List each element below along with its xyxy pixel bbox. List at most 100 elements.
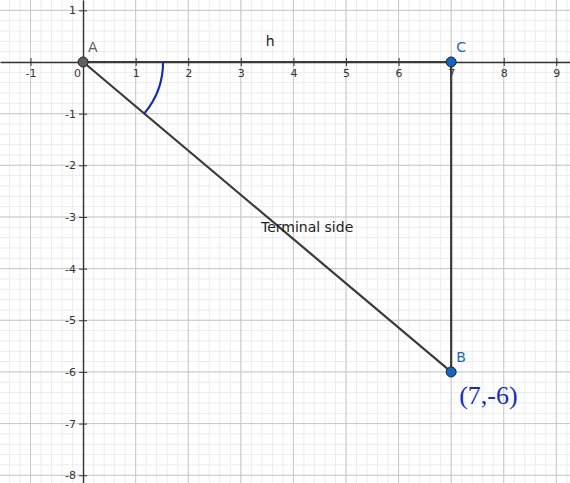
minor-grid-line xyxy=(0,51,570,52)
minor-grid-line xyxy=(0,351,570,352)
grid-line xyxy=(0,268,570,269)
minor-grid-line xyxy=(0,268,570,269)
y-tick-label: -8 xyxy=(65,469,76,482)
minor-grid-line xyxy=(0,258,570,259)
x-tick-label: 6 xyxy=(396,67,403,80)
chart: -10123456789-8-7-6-5-4-3-2-11ACBhTermina… xyxy=(0,0,570,483)
x-tick-label: 4 xyxy=(290,67,297,80)
y-tick-label: -5 xyxy=(65,314,76,327)
y-tick-mark xyxy=(79,269,87,270)
x-tick: 9 xyxy=(553,58,560,80)
minor-grid-line xyxy=(0,371,570,372)
minor-grid-line xyxy=(0,185,570,186)
x-axis: -10123456789 xyxy=(1,58,570,80)
minor-grid-line xyxy=(0,165,570,166)
grid xyxy=(0,0,570,483)
y-tick-mark xyxy=(79,475,87,476)
minor-grid-line xyxy=(0,175,570,176)
y-tick-mark xyxy=(79,165,87,166)
grid-line xyxy=(0,320,570,321)
x-tick-label: -1 xyxy=(26,67,37,80)
x-tick-label: 3 xyxy=(238,67,245,80)
minor-grid-line xyxy=(0,113,570,114)
y-tick-mark xyxy=(79,372,87,373)
segment-label: Terminal side xyxy=(260,219,353,235)
minor-grid-line xyxy=(0,475,570,476)
minor-grid-line xyxy=(0,289,570,290)
x-tick-mark xyxy=(556,58,557,66)
minor-grid-line xyxy=(0,41,570,42)
grid-line xyxy=(0,10,570,11)
point-label: C xyxy=(456,39,466,55)
y-tick-mark xyxy=(79,10,87,11)
y-tick-label: -4 xyxy=(65,263,76,276)
annotation: (7,-6) xyxy=(459,381,517,410)
minor-grid-line xyxy=(0,134,570,135)
minor-grid-line xyxy=(0,72,570,73)
minor-grid-line xyxy=(451,0,452,483)
x-tick-label: 9 xyxy=(553,67,560,80)
y-tick: -1 xyxy=(65,108,87,121)
y-tick-label: -6 xyxy=(65,366,76,379)
minor-grid-line xyxy=(0,361,570,362)
y-tick: -2 xyxy=(65,159,87,172)
grid-line xyxy=(0,165,570,166)
y-tick-mark xyxy=(79,320,87,321)
minor-grid-line xyxy=(0,154,570,155)
minor-grid-line xyxy=(0,92,570,93)
labels: ACBhTerminal side(7,-6) xyxy=(88,33,518,410)
grid-line xyxy=(0,371,570,372)
minor-grid-line xyxy=(0,196,570,197)
x-tick-label: 2 xyxy=(185,67,192,80)
grid-line xyxy=(0,475,570,476)
y-tick-mark xyxy=(79,424,87,425)
minor-grid-line xyxy=(0,444,570,445)
y-tick: -4 xyxy=(65,263,87,276)
y-tick-label: -7 xyxy=(65,418,76,431)
minor-grid-line xyxy=(0,340,570,341)
minor-grid-line xyxy=(0,299,570,300)
y-tick-label: 1 xyxy=(69,4,76,17)
y-tick: -3 xyxy=(65,211,87,224)
minor-grid-line xyxy=(0,309,570,310)
x-tick-label: 8 xyxy=(501,67,508,80)
point xyxy=(446,367,456,377)
minor-grid-line xyxy=(0,413,570,414)
y-tick: -8 xyxy=(65,469,87,482)
minor-grid-line xyxy=(0,123,570,124)
x-tick: -1 xyxy=(26,58,37,80)
y-tick-mark xyxy=(79,114,87,115)
y-tick: -5 xyxy=(65,314,87,327)
x-tick-mark xyxy=(30,58,31,66)
minor-grid-line xyxy=(0,423,570,424)
x-tick-label: 0 xyxy=(74,67,81,80)
x-tick-label: 5 xyxy=(343,67,350,80)
minor-grid-line xyxy=(0,10,570,11)
y-axis-line xyxy=(83,1,84,483)
angle-arc xyxy=(144,62,163,114)
point-label: B xyxy=(456,349,466,365)
grid-line xyxy=(451,0,452,483)
minor-grid-line xyxy=(0,216,570,217)
y-tick: 1 xyxy=(69,4,87,17)
y-tick: -6 xyxy=(65,366,87,379)
segment xyxy=(83,61,451,63)
segment-label: h xyxy=(266,33,275,49)
minor-grid-line xyxy=(0,464,570,465)
minor-grid-line xyxy=(0,82,570,83)
segment xyxy=(83,62,451,372)
grid-line xyxy=(0,216,570,217)
x-tick-label: 1 xyxy=(133,67,140,80)
minor-grid-line xyxy=(0,144,570,145)
x-tick-mark xyxy=(504,58,505,66)
x-tick: 8 xyxy=(501,58,508,80)
y-tick: -7 xyxy=(65,418,87,431)
minor-grid-line xyxy=(0,30,570,31)
minor-grid-line xyxy=(0,330,570,331)
minor-grid-line xyxy=(0,20,570,21)
minor-grid-line xyxy=(0,103,570,104)
minor-grid-line xyxy=(0,454,570,455)
grid-line xyxy=(0,423,570,424)
segment xyxy=(450,62,452,372)
point xyxy=(446,57,456,67)
